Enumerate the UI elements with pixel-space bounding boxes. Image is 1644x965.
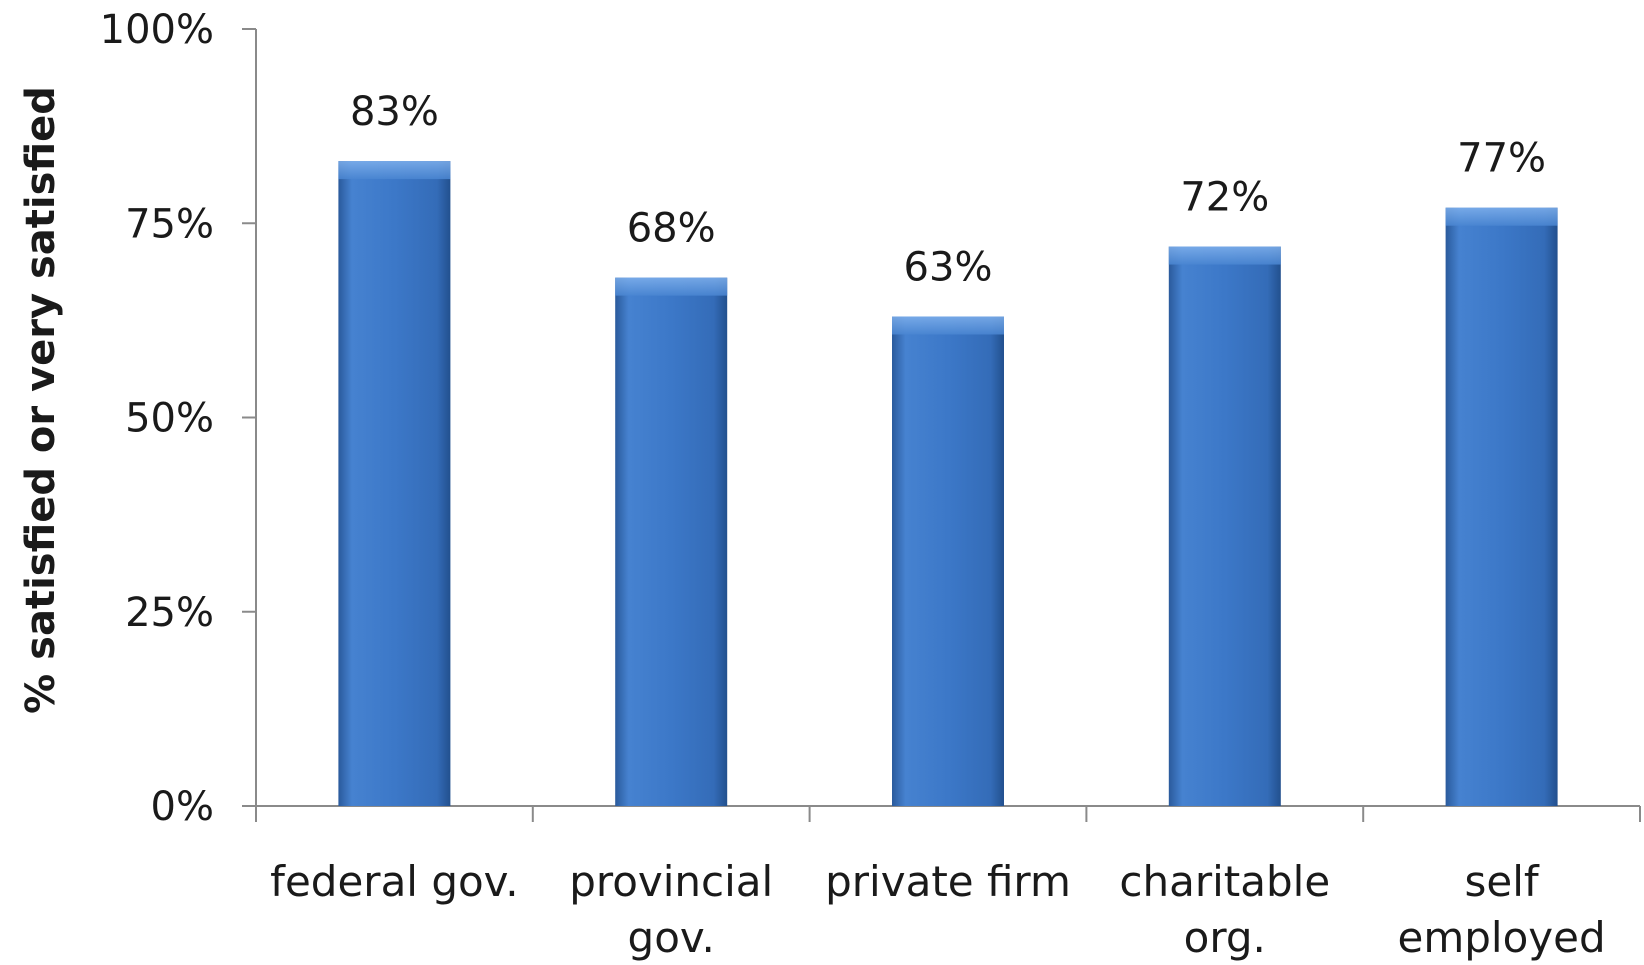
y-tick-label: 100% — [100, 7, 214, 53]
bar — [615, 277, 728, 806]
x-tick-label: federal gov. — [270, 857, 518, 906]
data-label: 83% — [350, 89, 439, 135]
axes: 0% 25% 50% 75% 100% — [100, 7, 1641, 830]
bar-cap — [1168, 246, 1281, 265]
x-tick-label: gov. — [628, 913, 715, 962]
y-tick-label: 50% — [125, 396, 214, 442]
x-tick-label: provincial — [569, 857, 773, 906]
y-tick-label: 75% — [125, 201, 214, 247]
bar-cap — [615, 277, 728, 296]
bar-cap — [892, 316, 1004, 335]
labels: 83% federal gov. 68% provincial gov. 63% priva… — [270, 89, 1605, 962]
bar — [1445, 207, 1558, 806]
bar-cap — [338, 161, 451, 180]
bar — [892, 316, 1004, 806]
bars — [338, 161, 1558, 807]
bar — [1168, 246, 1281, 806]
bar-cap — [1445, 207, 1558, 226]
y-tick-label: 25% — [125, 590, 214, 636]
x-tick-label: employed — [1398, 913, 1606, 962]
data-label: 72% — [1180, 175, 1269, 221]
data-label: 68% — [627, 206, 716, 252]
bar — [338, 161, 451, 807]
data-label: 63% — [904, 244, 993, 290]
x-tick-label: org. — [1184, 913, 1266, 962]
x-tick-label: self — [1465, 857, 1540, 906]
x-tick-label: private firm — [825, 857, 1071, 906]
y-tick-label: 0% — [151, 784, 214, 830]
data-label: 77% — [1457, 136, 1546, 182]
y-axis-title: % satisfied or very satisfied — [18, 86, 64, 714]
x-tick-label: charitable — [1119, 857, 1330, 906]
